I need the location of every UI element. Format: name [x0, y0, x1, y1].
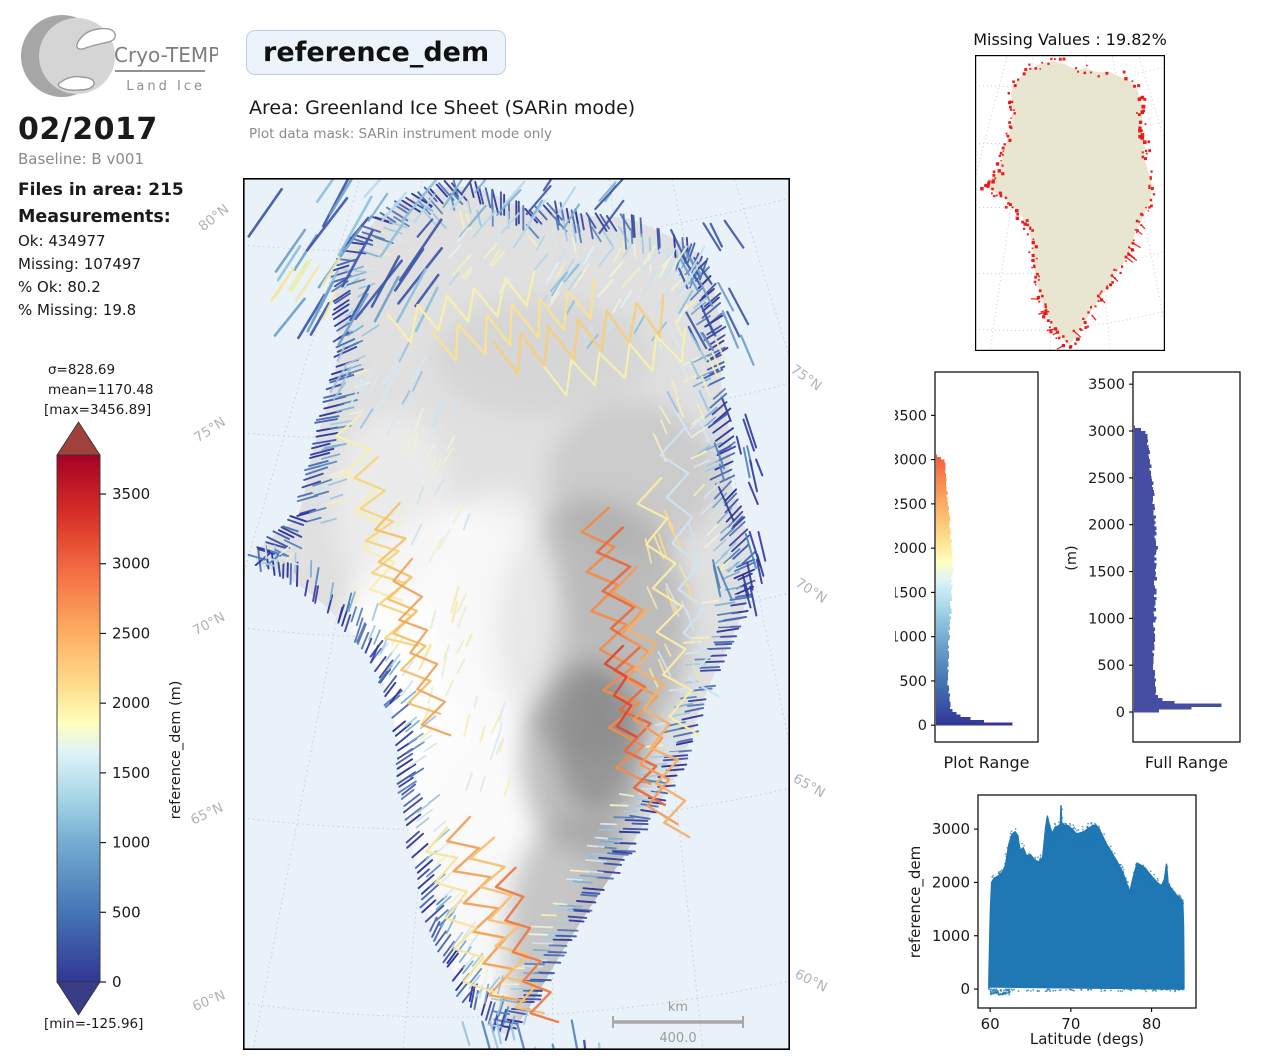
stat-pct-ok: % Ok: 80.2 — [18, 278, 101, 296]
svg-text:3500: 3500 — [112, 485, 150, 503]
svg-text:1500: 1500 — [895, 585, 927, 601]
svg-text:mean=1170.48: mean=1170.48 — [48, 382, 153, 398]
files-in-area-label: Files in area: 215 — [18, 180, 184, 200]
svg-text:2500: 2500 — [1088, 471, 1125, 487]
area-subtitle: Area: Greenland Ice Sheet (SARin mode) — [249, 97, 636, 119]
svg-text:3500: 3500 — [895, 408, 927, 424]
svg-text:[min=-125.96]: [min=-125.96] — [44, 1016, 143, 1032]
svg-text:500: 500 — [899, 674, 927, 690]
svg-text:1000: 1000 — [932, 927, 970, 945]
lat-label: 70°N — [792, 575, 830, 607]
svg-text:1000: 1000 — [895, 630, 927, 646]
svg-text:0: 0 — [918, 718, 927, 734]
stat-ok: Ok: 434977 — [18, 232, 106, 250]
svg-text:km: km — [668, 1000, 688, 1015]
colorbar: σ=828.69 mean=1170.48 [max=3456.89] 3500 300… — [44, 362, 184, 1032]
measurements-heading: Measurements: — [18, 207, 171, 227]
baseline-label: Baseline: B v001 — [18, 150, 144, 168]
lat-label: 65°N — [790, 770, 828, 802]
svg-text:reference_dem: reference_dem — [906, 846, 925, 959]
svg-text:0: 0 — [1116, 705, 1125, 721]
variable-title: reference_dem — [246, 30, 507, 75]
svg-text:Plot Range: Plot Range — [944, 753, 1030, 772]
svg-text:80: 80 — [1142, 1015, 1161, 1033]
full-range-histogram: 0 500 1000 1500 2000 2500 3000 3500 Full Range (m… — [1064, 371, 1241, 772]
svg-text:1500: 1500 — [112, 764, 150, 782]
svg-text:2000: 2000 — [932, 873, 970, 891]
lat-label: 60°N — [792, 966, 830, 996]
svg-text:3000: 3000 — [932, 820, 970, 838]
plot-range-histogram: 0 500 1000 1500 2000 2500 3000 3500 Plot Range — [895, 371, 1039, 772]
svg-text:2000: 2000 — [112, 694, 150, 712]
svg-text:0: 0 — [960, 980, 970, 998]
lat-label: 75°N — [787, 361, 825, 395]
date-label: 02/2017 — [18, 112, 158, 147]
svg-text:2500: 2500 — [895, 497, 927, 513]
stat-missing: Missing: 107497 — [18, 255, 142, 273]
svg-text:400.0: 400.0 — [659, 1031, 696, 1046]
svg-text:0: 0 — [112, 973, 122, 991]
svg-text:(m): (m) — [1064, 545, 1080, 570]
svg-text:3000: 3000 — [1088, 424, 1125, 440]
brand-sub-text: Land Ice — [126, 79, 205, 94]
svg-text:σ=828.69: σ=828.69 — [48, 362, 115, 378]
cryo-tempo-logo-icon: Cryo-TEMPO Land Ice — [21, 15, 218, 97]
svg-text:500: 500 — [1097, 658, 1125, 674]
svg-text:1500: 1500 — [1088, 565, 1125, 581]
svg-text:1000: 1000 — [1088, 611, 1125, 627]
missing-values-map — [975, 55, 1165, 351]
svg-text:2000: 2000 — [1088, 518, 1125, 534]
svg-text:2000: 2000 — [895, 541, 927, 557]
svg-text:3500: 3500 — [1088, 377, 1125, 393]
svg-text:70: 70 — [1061, 1015, 1080, 1033]
svg-text:1000: 1000 — [112, 834, 150, 852]
svg-text:Full Range: Full Range — [1145, 753, 1228, 772]
svg-text:2500: 2500 — [112, 624, 150, 642]
svg-text:Latitude (degs): Latitude (degs) — [1030, 1030, 1144, 1048]
brand-name-text: Cryo-TEMPO — [114, 43, 218, 67]
mask-subtitle: Plot data mask: SARin instrument mode on… — [249, 126, 553, 142]
svg-text:3000: 3000 — [112, 555, 150, 573]
stat-pct-missing: % Missing: 19.8 — [18, 301, 137, 319]
missing-values-title: Missing Values : 19.82% — [973, 30, 1167, 49]
svg-text:[max=3456.89]: [max=3456.89] — [44, 402, 151, 418]
lat-label: 80°N — [195, 201, 233, 235]
main-track-map: km 400.0 — [243, 178, 790, 1050]
svg-text:500: 500 — [112, 903, 141, 921]
svg-text:reference_dem (m): reference_dem (m) — [168, 681, 184, 820]
svg-text:60: 60 — [981, 1015, 1000, 1033]
svg-text:3000: 3000 — [895, 453, 927, 469]
